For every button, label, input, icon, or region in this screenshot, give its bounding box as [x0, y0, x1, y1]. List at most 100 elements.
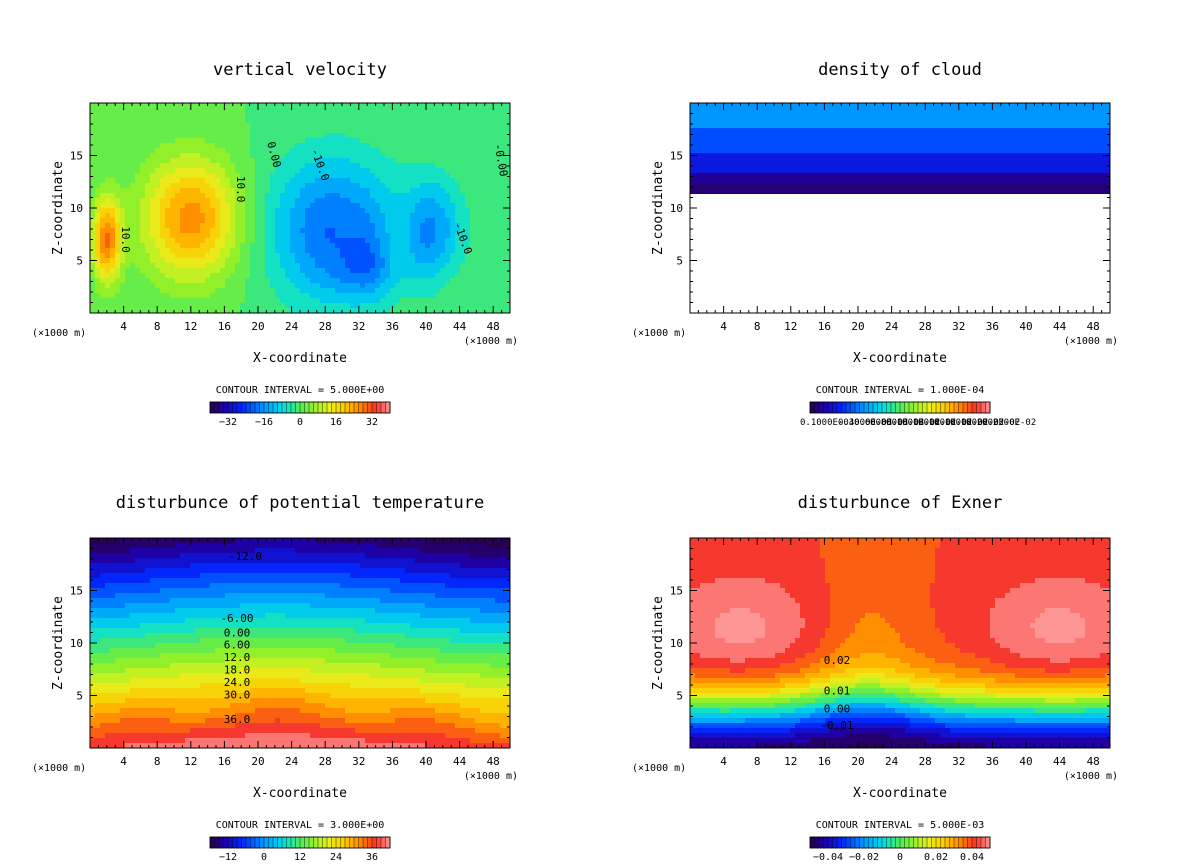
contour-label: -0.00 — [492, 143, 511, 178]
cloud-band — [690, 143, 1110, 149]
colorbar-label: 0.4000E-03 — [838, 418, 892, 428]
x-unit-right: (×1000 m) — [464, 336, 518, 347]
colorbar-label: 0.2300E-02 — [982, 418, 1036, 428]
x-tick-label: 44 — [1053, 320, 1067, 333]
cloud-band — [690, 148, 1110, 154]
x-tick-label: 32 — [352, 320, 365, 333]
y-tick-label: 10 — [670, 202, 683, 215]
colorbar-label: 0.6000E-03 — [854, 418, 908, 428]
colorbar-label: 0.04 — [960, 852, 984, 863]
cloud-band — [690, 158, 1110, 164]
x-tick-label: 16 — [218, 320, 231, 333]
colorbar-label: −0.02 — [849, 852, 879, 863]
cloud-band — [690, 123, 1110, 129]
contour-label: -12.0 — [229, 550, 262, 563]
colorbar-label: 0.1000E-02 — [886, 418, 940, 428]
contour-label: 0.02 — [824, 654, 851, 667]
x-unit-left: (×1000 m) — [632, 763, 686, 774]
contour-label: 6.00 — [224, 638, 251, 651]
colorbar-label: 0 — [897, 852, 903, 863]
x-unit-right: (×1000 m) — [1064, 771, 1118, 782]
x-unit-left: (×1000 m) — [32, 763, 86, 774]
x-tick-label: 8 — [754, 755, 761, 768]
y-axis-label: Z-coordinate — [651, 596, 666, 690]
x-tick-label: 20 — [251, 320, 264, 333]
x-tick-label: 36 — [986, 320, 999, 333]
x-tick-label: 40 — [419, 755, 432, 768]
x-axis-label: X-coordinate — [853, 786, 947, 801]
y-axis-label: Z-coordinate — [651, 161, 666, 255]
x-tick-label: 16 — [818, 755, 831, 768]
x-tick-label: 32 — [952, 755, 965, 768]
contour-interval-text: CONTOUR INTERVAL = 1.000E-04 — [816, 385, 985, 396]
colorbar-label: 0.8000E-03 — [870, 418, 924, 428]
colorbar-label: −16 — [255, 417, 273, 428]
y-tick-label: 5 — [76, 690, 83, 703]
colorbar-label: −12 — [219, 852, 237, 863]
x-tick-label: 4 — [720, 755, 727, 768]
cloud-band — [690, 128, 1110, 134]
x-tick-label: 24 — [285, 755, 299, 768]
x-tick-label: 32 — [352, 755, 365, 768]
chart-title: density of cloud — [818, 60, 982, 80]
x-tick-label: 16 — [218, 755, 231, 768]
contour-label: 0.00 — [224, 627, 251, 640]
x-tick-label: 28 — [319, 755, 332, 768]
colorbar: −0.04 −0.02 0 0.02 0.04 — [809, 836, 991, 863]
x-tick-label: 28 — [919, 755, 932, 768]
y-axis-label: Z-coordinate — [51, 161, 66, 255]
colorbar-label: 0.1000E-03 — [800, 418, 854, 428]
contour-label: 18.0 — [224, 663, 251, 676]
x-tick-label: 36 — [986, 755, 999, 768]
x-axis-label: X-coordinate — [253, 786, 347, 801]
x-tick-label: 20 — [851, 320, 864, 333]
colorbar-label: 0.1400E-02 — [918, 418, 972, 428]
cloud-band — [690, 183, 1110, 189]
cloud-band — [690, 113, 1110, 119]
cloud-band — [690, 138, 1110, 144]
x-axis-label: X-coordinate — [853, 351, 947, 366]
contour-field: 0.02 0.01 0.00 -0.01 — [690, 538, 1110, 748]
x-tick-label: 4 — [120, 755, 127, 768]
x-tick-label: 32 — [952, 320, 965, 333]
x-tick-label: 44 — [453, 320, 467, 333]
y-tick-label: 15 — [70, 150, 83, 163]
contour-label: 10.0 — [234, 176, 247, 203]
y-tick-label: 10 — [70, 202, 83, 215]
cloud-band — [690, 133, 1110, 139]
contour-interval-text: CONTOUR INTERVAL = 5.000E-03 — [816, 820, 985, 831]
x-tick-label: 16 — [818, 320, 831, 333]
cloud-band — [690, 168, 1110, 174]
y-tick-label: 15 — [670, 150, 683, 163]
contour-label: 12.0 — [224, 651, 251, 664]
cloud-band — [690, 153, 1110, 159]
contour-field — [690, 103, 1110, 313]
x-unit-left: (×1000 m) — [32, 328, 86, 339]
x-tick-label: 40 — [1019, 320, 1032, 333]
contour-label: 24.0 — [224, 676, 251, 689]
y-axis-label: Z-coordinate — [51, 596, 66, 690]
cloud-band — [690, 118, 1110, 124]
x-tick-label: 24 — [885, 755, 899, 768]
contour-field: 10.010.00.00 -10.0-10.0-0.00 — [90, 103, 511, 313]
x-tick-label: 8 — [754, 320, 761, 333]
y-tick-label: 15 — [70, 585, 83, 598]
x-tick-label: 12 — [784, 755, 797, 768]
colorbar-label: 12 — [294, 852, 306, 863]
x-tick-label: 4 — [720, 320, 727, 333]
colorbar-label: 16 — [330, 417, 342, 428]
x-tick-label: 12 — [784, 320, 797, 333]
colorbar-label: 0.1200E-02 — [902, 418, 956, 428]
x-tick-label: 36 — [386, 320, 399, 333]
cloud-band — [690, 163, 1110, 169]
y-tick-label: 5 — [676, 255, 683, 268]
x-tick-label: 44 — [453, 755, 467, 768]
y-tick-label: 15 — [670, 585, 683, 598]
x-tick-label: 12 — [184, 755, 197, 768]
colorbar-label: 0.1600E-02 — [934, 418, 988, 428]
x-tick-label: 36 — [386, 755, 399, 768]
chart-panel-3: disturbunce of potential temperature -12.… — [32, 493, 518, 863]
